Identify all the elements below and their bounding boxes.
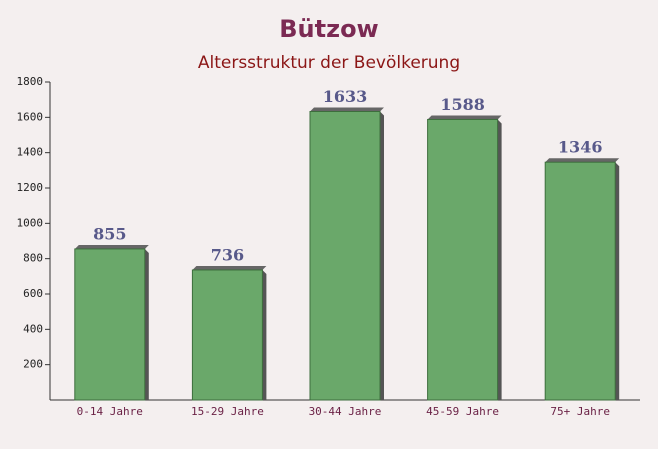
value-label: 1346 bbox=[558, 138, 603, 157]
bar-shadow bbox=[497, 119, 502, 400]
y-tick-label: 200 bbox=[23, 358, 43, 371]
y-tick-label: 1800 bbox=[17, 75, 44, 88]
value-label: 1633 bbox=[323, 87, 368, 106]
bar-shadow bbox=[74, 244, 149, 249]
bar-shadow bbox=[144, 248, 149, 400]
y-tick-label: 1600 bbox=[17, 110, 44, 123]
bar-shadow bbox=[192, 265, 267, 270]
bar bbox=[191, 269, 263, 401]
bar bbox=[74, 248, 146, 401]
y-tick-label: 1400 bbox=[17, 146, 44, 159]
x-tick-label: 0-14 Jahre bbox=[77, 405, 143, 418]
value-label: 1588 bbox=[440, 95, 485, 114]
y-tick-label: 800 bbox=[23, 252, 43, 265]
bar-shadow bbox=[310, 107, 384, 112]
y-tick-label: 600 bbox=[23, 287, 43, 300]
y-tick-label: 1000 bbox=[17, 216, 44, 229]
x-tick-label: 45-59 Jahre bbox=[426, 405, 499, 418]
chart-subtitle: Altersstruktur der Bevölkerung bbox=[198, 53, 460, 73]
y-tick-label: 400 bbox=[23, 322, 43, 335]
value-label: 855 bbox=[93, 224, 126, 243]
chart-title: Bützow bbox=[279, 15, 378, 43]
x-tick-label: 15-29 Jahre bbox=[191, 405, 264, 418]
bar-shadow bbox=[380, 111, 384, 401]
bar bbox=[427, 118, 499, 401]
y-tick-label: 1200 bbox=[17, 181, 44, 194]
value-label: 736 bbox=[211, 245, 244, 264]
bar-shadow bbox=[427, 115, 502, 120]
x-tick-label: 75+ Jahre bbox=[550, 405, 610, 418]
x-tick-label: 30-44 Jahre bbox=[309, 405, 382, 418]
bar bbox=[544, 161, 616, 401]
bar bbox=[309, 111, 381, 401]
bar-shadow bbox=[262, 269, 267, 400]
bar-shadow bbox=[615, 162, 620, 400]
bar-shadow bbox=[545, 158, 620, 163]
